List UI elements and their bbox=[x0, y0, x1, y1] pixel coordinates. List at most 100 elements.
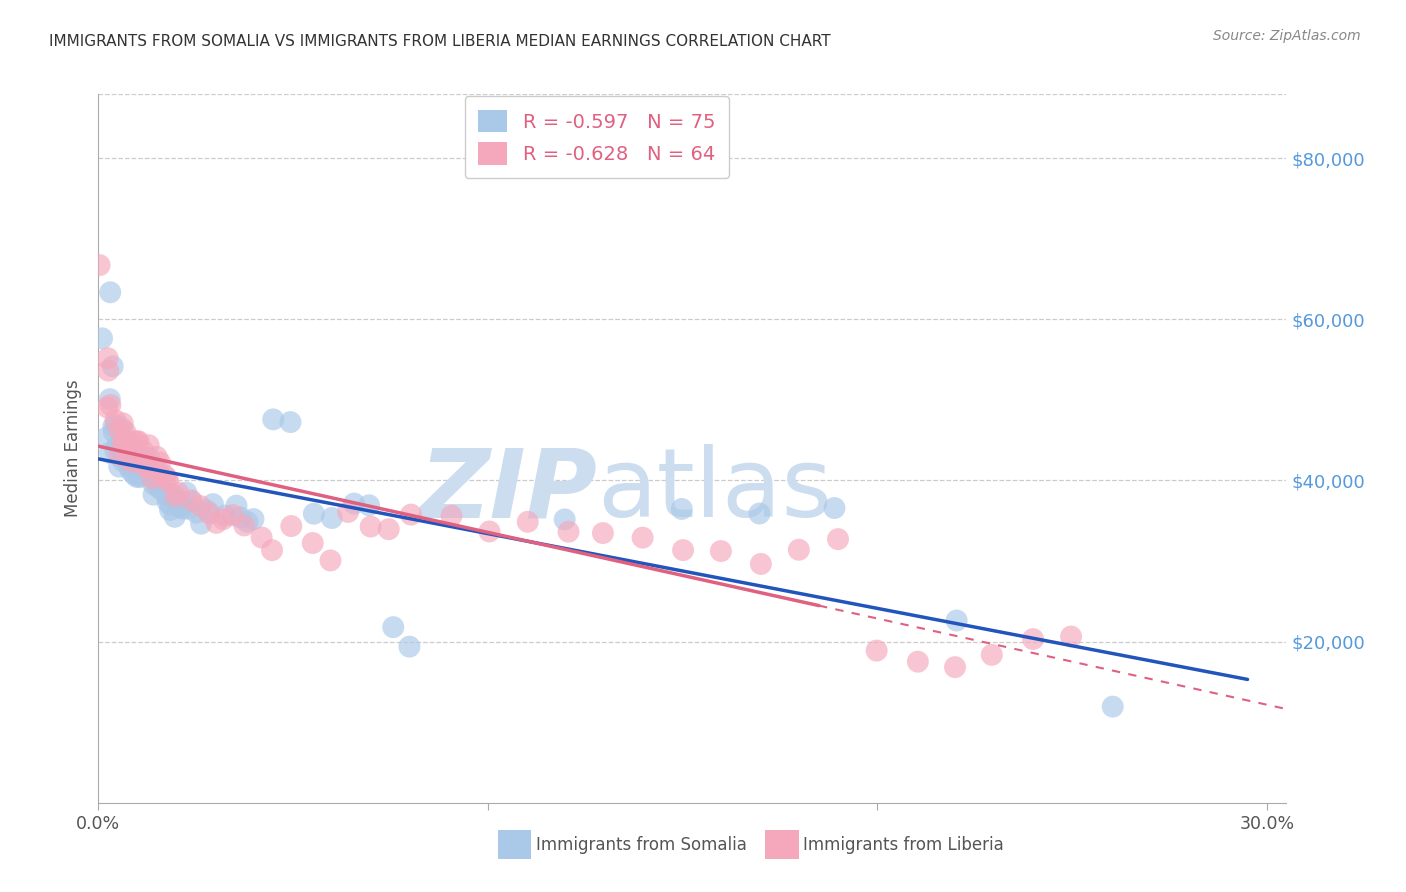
Point bbox=[360, 519, 382, 533]
Point bbox=[280, 519, 302, 533]
Point bbox=[250, 531, 273, 545]
Point bbox=[125, 448, 148, 462]
Point bbox=[146, 470, 169, 484]
Point bbox=[97, 363, 120, 377]
Point bbox=[554, 512, 576, 526]
Point bbox=[671, 502, 693, 516]
Point bbox=[212, 512, 235, 526]
Point bbox=[280, 415, 302, 429]
Point bbox=[180, 493, 202, 508]
Point bbox=[440, 508, 463, 523]
Point bbox=[824, 501, 846, 516]
Point bbox=[145, 450, 167, 464]
Point bbox=[382, 620, 405, 634]
Point bbox=[132, 444, 155, 458]
Point bbox=[398, 640, 420, 654]
Point bbox=[117, 458, 139, 473]
Point bbox=[343, 497, 366, 511]
Point bbox=[1101, 699, 1123, 714]
Legend: R = -0.597   N = 75, R = -0.628   N = 64: R = -0.597 N = 75, R = -0.628 N = 64 bbox=[464, 96, 728, 178]
Point bbox=[160, 487, 183, 501]
Point bbox=[165, 490, 187, 504]
Point bbox=[749, 557, 772, 571]
Point bbox=[478, 524, 501, 539]
Point bbox=[136, 459, 159, 474]
Point bbox=[377, 522, 399, 536]
Point bbox=[233, 518, 256, 533]
Point bbox=[943, 660, 966, 674]
Point bbox=[157, 475, 180, 489]
Point bbox=[260, 543, 283, 558]
Point bbox=[111, 416, 134, 430]
Point bbox=[111, 422, 134, 436]
Point bbox=[114, 436, 136, 450]
Point bbox=[176, 501, 198, 516]
Point bbox=[108, 448, 131, 462]
Point bbox=[748, 507, 770, 521]
Point bbox=[146, 479, 169, 493]
Point bbox=[156, 471, 179, 485]
Point bbox=[222, 508, 245, 522]
Point bbox=[125, 451, 148, 466]
Point bbox=[89, 258, 111, 272]
Point bbox=[141, 472, 163, 486]
Point bbox=[96, 401, 118, 415]
Point bbox=[104, 413, 127, 427]
Point bbox=[172, 501, 194, 516]
Point bbox=[163, 509, 186, 524]
Point bbox=[100, 398, 122, 412]
Point bbox=[242, 512, 264, 526]
Point bbox=[205, 516, 228, 530]
Point bbox=[167, 485, 190, 500]
Point bbox=[121, 441, 143, 455]
Point bbox=[120, 464, 142, 478]
Point bbox=[97, 351, 120, 365]
Point bbox=[155, 488, 177, 502]
Point bbox=[122, 434, 145, 449]
Point bbox=[225, 499, 247, 513]
Point bbox=[111, 435, 134, 450]
Point bbox=[103, 419, 125, 434]
Point bbox=[129, 468, 152, 483]
Point bbox=[146, 462, 169, 476]
Point bbox=[125, 470, 148, 484]
Point bbox=[122, 467, 145, 482]
Y-axis label: Median Earnings: Median Earnings bbox=[65, 379, 83, 517]
Point bbox=[262, 412, 284, 426]
Point bbox=[114, 442, 136, 457]
Point bbox=[159, 503, 181, 517]
Point bbox=[214, 508, 236, 523]
Point bbox=[117, 448, 139, 462]
Point bbox=[1022, 632, 1045, 646]
Point bbox=[337, 505, 360, 519]
Point bbox=[138, 438, 160, 452]
Point bbox=[101, 359, 124, 374]
Point bbox=[301, 536, 323, 550]
Point bbox=[108, 459, 131, 474]
Point bbox=[557, 524, 579, 539]
Text: atlas: atlas bbox=[598, 444, 832, 537]
Point bbox=[117, 451, 139, 466]
Point bbox=[159, 498, 181, 512]
Point bbox=[827, 532, 849, 546]
Point bbox=[98, 285, 121, 300]
Point bbox=[319, 553, 342, 567]
Point bbox=[98, 446, 121, 460]
Point bbox=[516, 515, 538, 529]
Point bbox=[980, 648, 1002, 662]
Point bbox=[142, 488, 165, 502]
Point bbox=[114, 425, 136, 439]
Point bbox=[111, 454, 134, 468]
Point bbox=[166, 492, 188, 507]
Point bbox=[117, 445, 139, 459]
Point bbox=[107, 437, 129, 451]
Point bbox=[127, 434, 149, 449]
Point bbox=[302, 507, 325, 521]
Text: Immigrants from Somalia: Immigrants from Somalia bbox=[536, 836, 747, 854]
Point bbox=[631, 531, 654, 545]
Point bbox=[121, 438, 143, 452]
Point bbox=[134, 459, 156, 474]
Text: Immigrants from Liberia: Immigrants from Liberia bbox=[803, 836, 1004, 854]
Point bbox=[128, 434, 150, 449]
Point bbox=[111, 442, 134, 457]
